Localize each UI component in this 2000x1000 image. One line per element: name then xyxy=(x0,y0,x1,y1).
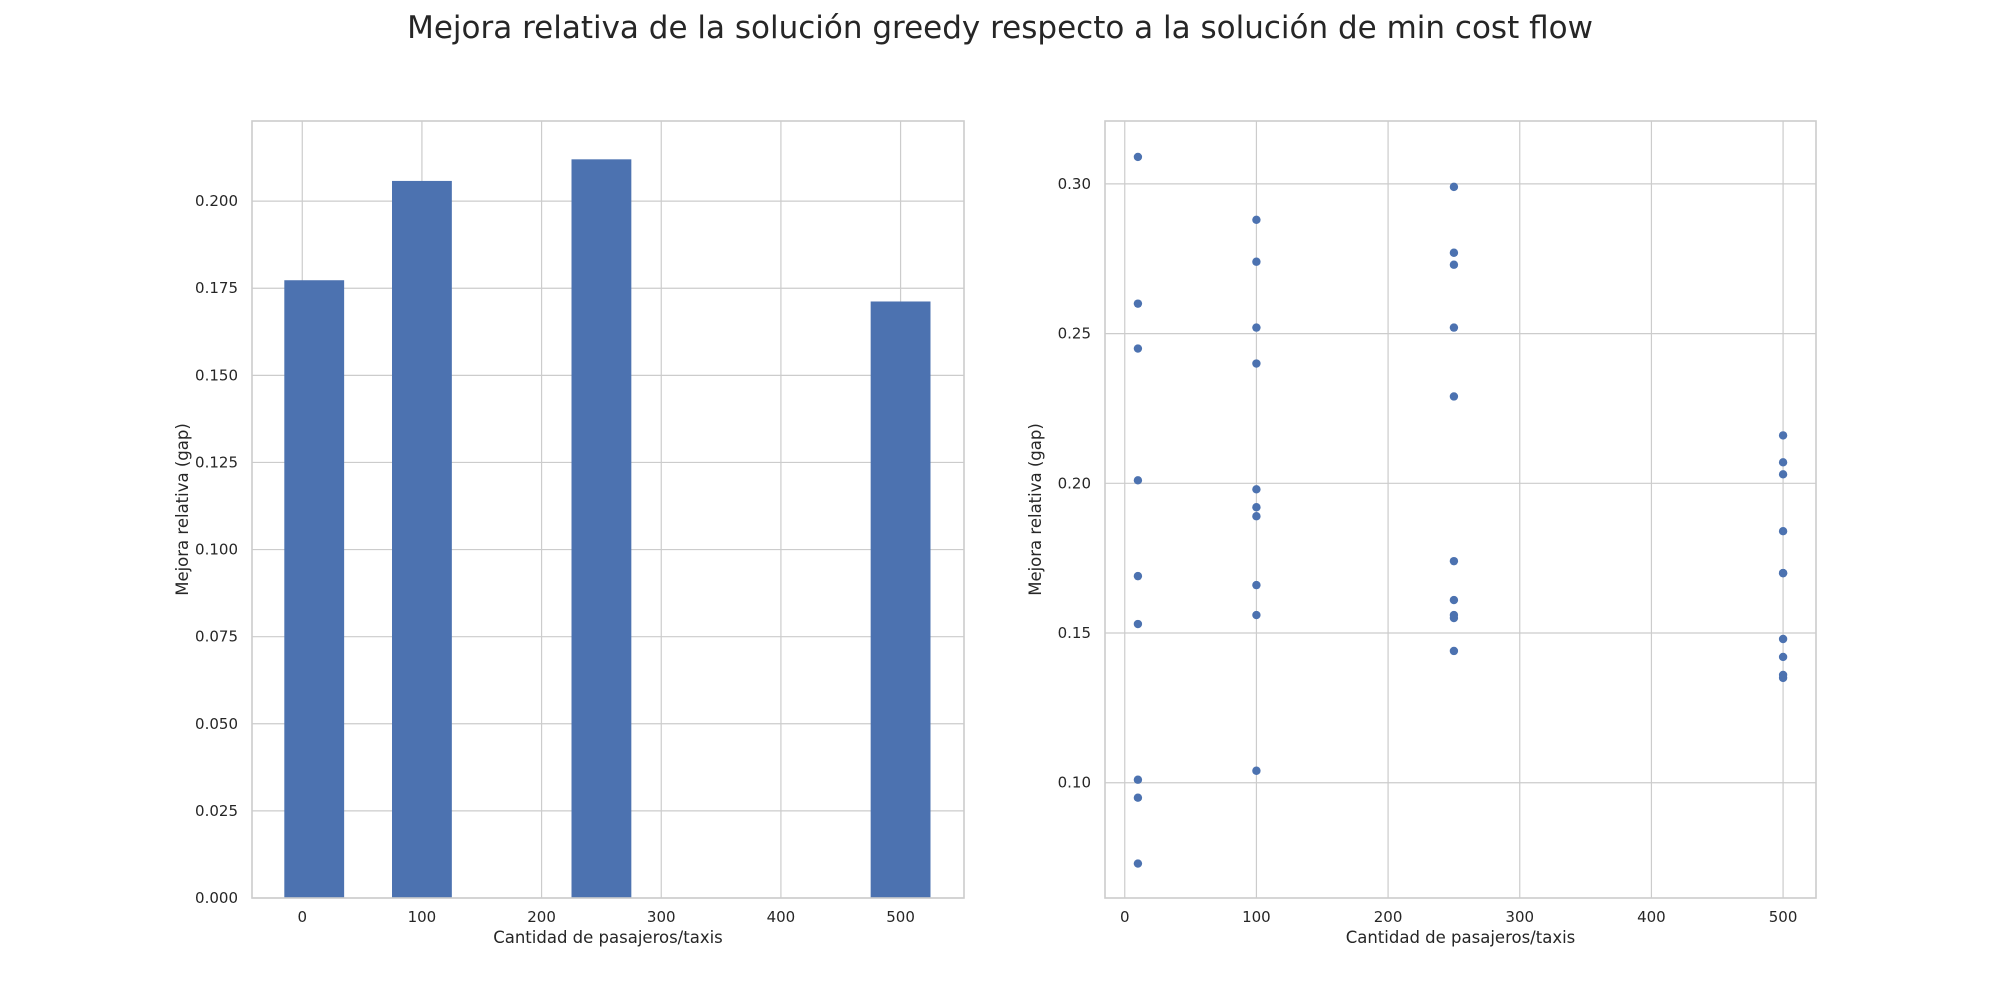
y-tick-label: 0.30 xyxy=(1058,175,1091,193)
x-axis-label: Cantidad de pasajeros/taxis xyxy=(1346,928,1576,947)
figure-title: Mejora relativa de la solución greedy re… xyxy=(407,10,1593,46)
scatter-point xyxy=(1778,634,1788,644)
y-axis-label: Mejora relativa (gap) xyxy=(173,423,192,596)
scatter-point xyxy=(1449,323,1459,332)
scatter-point xyxy=(1449,613,1459,623)
y-tick-label: 0.150 xyxy=(195,366,238,384)
x-tick-label: 500 xyxy=(1769,908,1798,926)
x-tick-label: 400 xyxy=(1637,908,1666,926)
y-tick-label: 0.100 xyxy=(195,541,238,559)
bar-250 xyxy=(571,159,632,899)
scatter-point xyxy=(1133,859,1143,868)
y-tick-label: 0.25 xyxy=(1058,325,1091,343)
y-tick-label: 0.200 xyxy=(195,192,238,210)
x-tick-label: 200 xyxy=(1374,908,1403,926)
scatter-point xyxy=(1252,503,1261,512)
scatter-point xyxy=(1252,485,1261,494)
x-tick-label: 100 xyxy=(408,908,437,926)
scatter-point xyxy=(1778,470,1788,479)
scatter-point xyxy=(1778,458,1788,467)
y-tick-label: 0.000 xyxy=(195,889,238,907)
scatter-point xyxy=(1133,619,1143,629)
scatter-point xyxy=(1252,359,1261,368)
bar-chart-panel: 0 100 200 300 400 500 0.000 0.025 0.050 0.075 0.10… xyxy=(173,120,965,947)
x-tick-label: 0 xyxy=(297,908,307,926)
y-axis-label: Mejora relativa (gap) xyxy=(1026,423,1045,596)
bar-500 xyxy=(870,301,931,898)
scatter-point xyxy=(1449,260,1459,269)
scatter-point xyxy=(1252,766,1261,775)
x-axis-label: Cantidad de pasajeros/taxis xyxy=(493,928,723,947)
axes-frame xyxy=(1104,120,1817,899)
scatter-point xyxy=(1133,476,1143,485)
y-tick-label: 0.10 xyxy=(1058,774,1091,792)
x-tick-label: 400 xyxy=(767,908,796,926)
x-tick-label: 100 xyxy=(1242,908,1271,926)
scatter-point xyxy=(1133,793,1143,802)
y-tick-label: 0.175 xyxy=(195,279,238,297)
x-tick-label: 0 xyxy=(1120,908,1130,926)
scatter-point xyxy=(1778,431,1788,440)
bar-10 xyxy=(284,280,345,898)
bar-100 xyxy=(392,180,452,898)
scatter-point xyxy=(1449,556,1459,566)
y-tick-label: 0.15 xyxy=(1058,624,1091,642)
y-tick-label: 0.125 xyxy=(195,453,238,471)
scatter-point xyxy=(1252,580,1261,590)
x-tick-label: 300 xyxy=(647,908,676,926)
scatter-point xyxy=(1252,512,1261,521)
y-tick-label: 0.025 xyxy=(195,802,238,820)
scatter-point xyxy=(1133,152,1143,162)
scatter-point xyxy=(1449,182,1459,192)
scatter-point xyxy=(1133,775,1143,784)
scatter-point xyxy=(1778,652,1788,662)
y-tick-label: 0.20 xyxy=(1058,474,1091,492)
scatter-point xyxy=(1449,646,1459,656)
scatter-point xyxy=(1252,323,1261,332)
scatter-point xyxy=(1252,257,1261,266)
x-tick-label: 500 xyxy=(886,908,915,926)
scatter-chart-panel: 0 100 200 300 400 500 0.10 0.15 0.20 0.25 0.30 Cant… xyxy=(1026,120,1817,947)
scatter-point xyxy=(1449,392,1459,401)
scatter-point xyxy=(1252,610,1261,620)
scatter-point xyxy=(1449,248,1459,257)
x-tick-label: 300 xyxy=(1505,908,1534,926)
scatter-point xyxy=(1449,595,1459,605)
scatter-point xyxy=(1778,673,1788,683)
scatter-point xyxy=(1133,344,1143,353)
x-tick-label: 200 xyxy=(527,908,556,926)
scatter-point xyxy=(1778,568,1788,578)
scatter-point xyxy=(1778,527,1788,536)
scatter-point xyxy=(1133,299,1143,308)
scatter-point xyxy=(1252,215,1261,225)
scatter-point xyxy=(1133,571,1143,581)
axes-frame xyxy=(251,120,965,899)
y-tick-label: 0.075 xyxy=(195,628,238,646)
y-tick-label: 0.050 xyxy=(195,715,238,733)
